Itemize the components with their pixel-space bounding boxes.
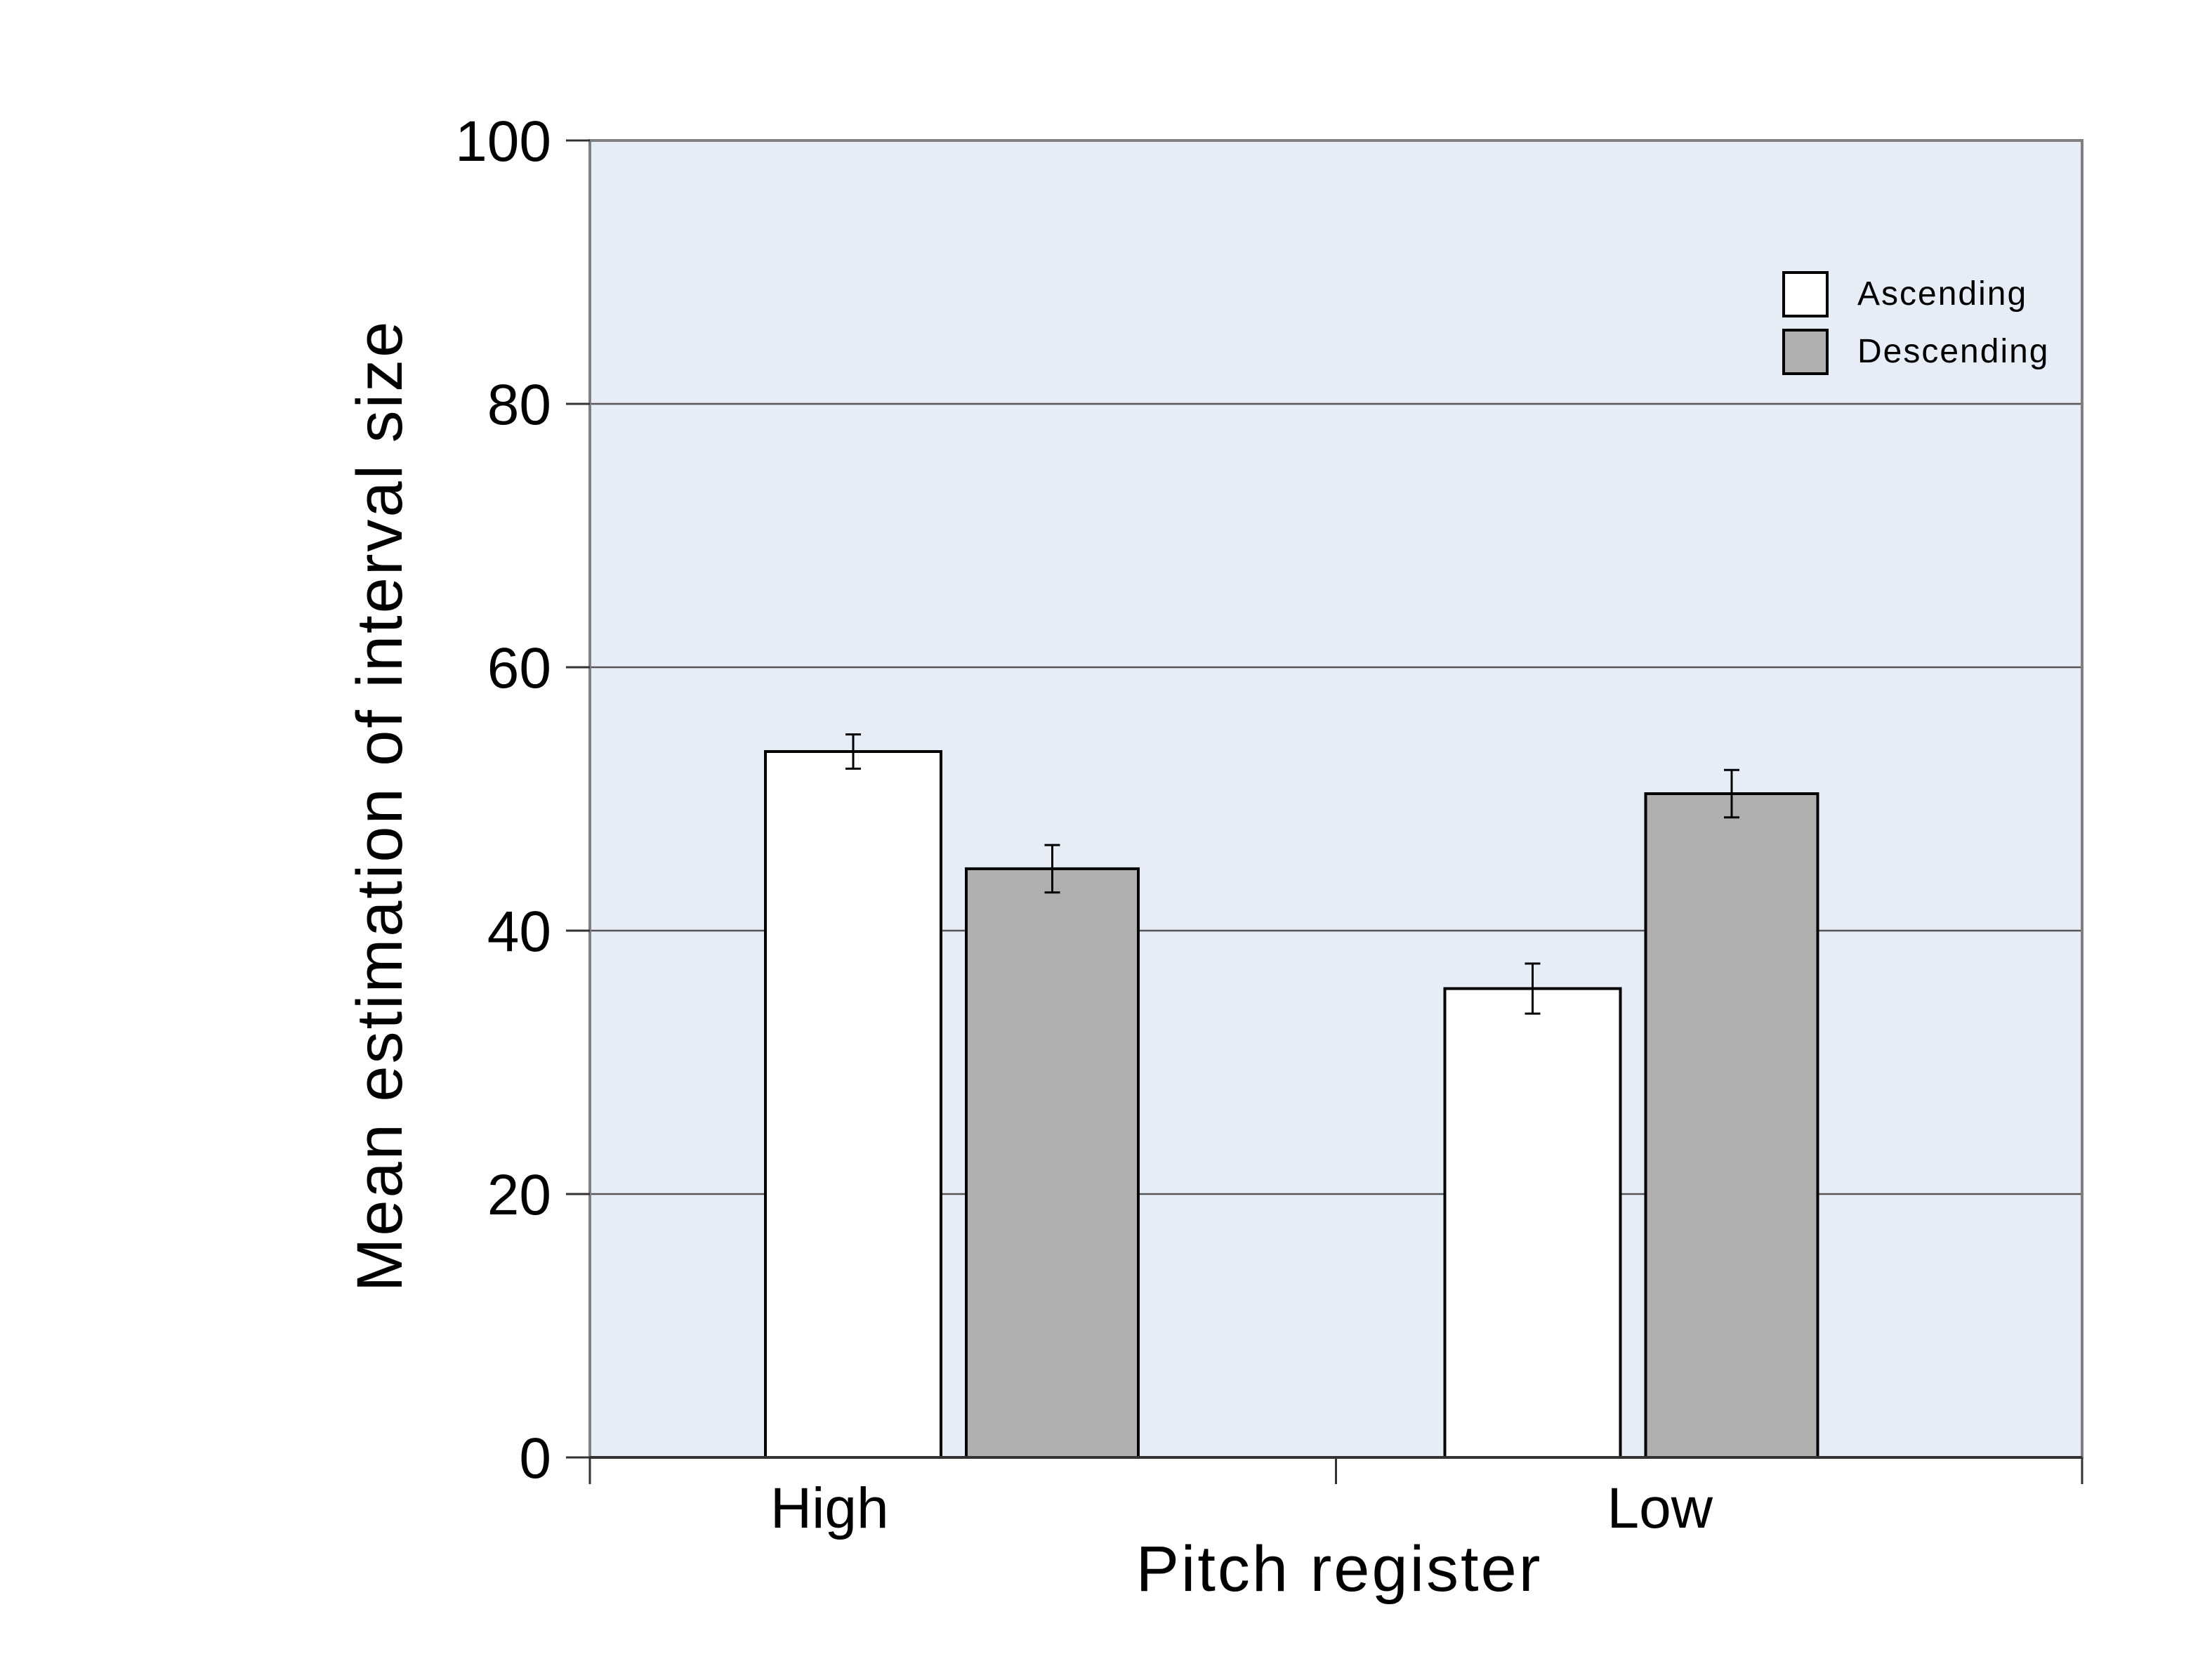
x-tick-label: High — [770, 1476, 889, 1540]
x-tick-label: Low — [1607, 1476, 1713, 1540]
y-tick-label: 60 — [487, 636, 551, 700]
y-tick-label: 100 — [455, 110, 551, 173]
legend-swatch-descending — [1782, 329, 1829, 375]
legend-swatch-ascending — [1782, 271, 1829, 317]
y-tick-label: 0 — [519, 1427, 551, 1490]
x-axis-title: Pitch register — [1136, 1533, 1543, 1605]
bar-descending-low — [1644, 792, 1819, 1459]
y-tick-label: 20 — [487, 1163, 551, 1227]
y-axis-title: Mean estimation of interval size — [344, 320, 416, 1292]
legend: Ascending Descending — [1782, 271, 2050, 375]
legend-label-descending: Descending — [1857, 333, 2050, 370]
y-tick-label: 40 — [487, 900, 551, 964]
y-tick-label: 80 — [487, 373, 551, 437]
bar-ascending-low — [1443, 987, 1622, 1459]
bar-descending-high — [965, 867, 1140, 1459]
legend-label-ascending: Ascending — [1857, 275, 2027, 313]
bar-ascending-high — [764, 750, 942, 1459]
